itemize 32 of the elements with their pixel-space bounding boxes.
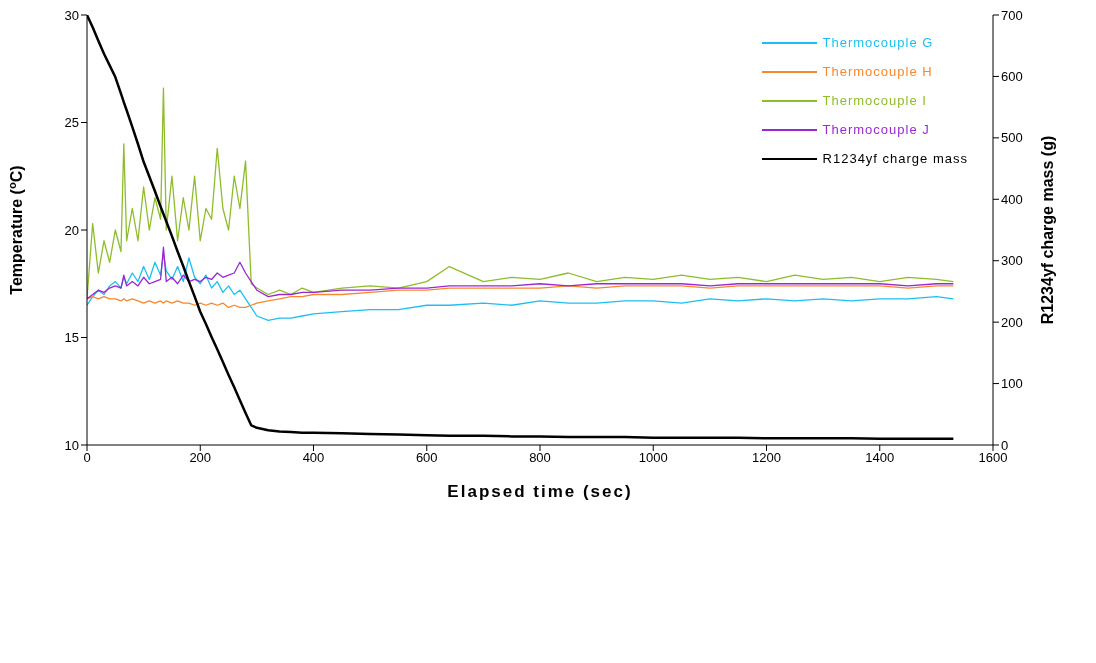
x-tick-label: 1400 xyxy=(865,450,895,466)
legend-label: R1234yf charge mass xyxy=(822,151,968,166)
y-tick-label: 20 xyxy=(64,222,79,238)
legend-label: Thermocouple G xyxy=(822,35,934,50)
x-tick-label: 400 xyxy=(302,450,325,466)
y-tick-label: 25 xyxy=(64,115,79,131)
y2-axis-title: R1234yf charge mass (g) xyxy=(1039,135,1056,325)
x-tick-label: 1600 xyxy=(978,450,1008,466)
y2-tick-label: 300 xyxy=(1001,253,1023,269)
y2-tick-label: 500 xyxy=(1001,130,1023,146)
y2-tick-label: 700 xyxy=(1001,7,1023,23)
x-axis-title: Elapsed time (sec) xyxy=(447,482,633,501)
x-tick-label: 200 xyxy=(189,450,212,466)
x-tick-label: 800 xyxy=(529,450,551,466)
x-tick-label: 1200 xyxy=(752,450,781,466)
y2-tick-label: 600 xyxy=(1001,69,1023,85)
y-tick-label: 10 xyxy=(64,437,79,453)
y2-tick-label: 100 xyxy=(1001,376,1023,392)
x-tick-label: 1000 xyxy=(638,450,668,466)
y2-tick-label: 400 xyxy=(1001,191,1023,207)
x-tick-label: 0 xyxy=(83,450,91,466)
y-tick-label: 15 xyxy=(64,330,79,346)
x-tick-label: 600 xyxy=(415,450,438,466)
line-series xyxy=(87,246,955,300)
legend-label: Thermocouple J xyxy=(822,122,930,137)
y2-tick-label: 200 xyxy=(1001,314,1023,330)
line-series xyxy=(87,253,955,321)
legend-label: Thermocouple I xyxy=(822,93,927,108)
y2-tick-label: 0 xyxy=(1001,437,1009,453)
y-tick-label: 30 xyxy=(64,7,79,23)
legend-label: Thermocouple H xyxy=(822,64,933,79)
line-series xyxy=(87,285,955,309)
